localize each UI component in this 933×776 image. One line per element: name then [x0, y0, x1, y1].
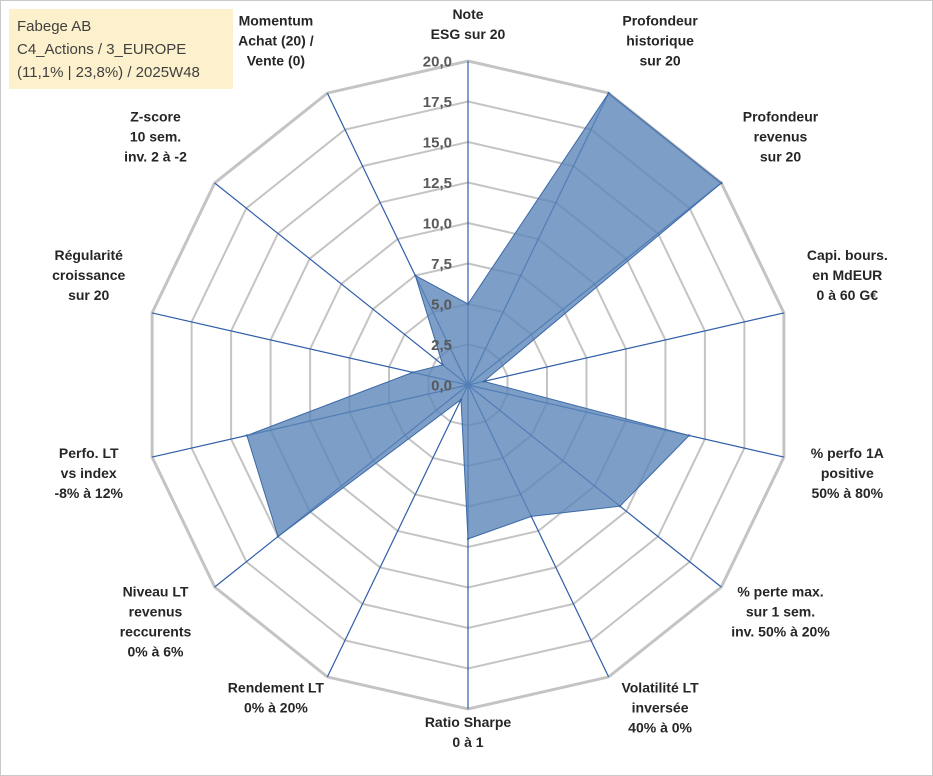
tick-label: 15,0: [423, 135, 452, 152]
data-point: [411, 371, 414, 374]
axis-label: Profondeur historique sur 20: [622, 12, 698, 68]
radar-series: [245, 91, 723, 541]
data-point: [414, 274, 417, 277]
data-point: [459, 398, 463, 401]
data-point: [720, 181, 723, 185]
axis-label: Note ESG sur 20: [431, 6, 506, 42]
tick-label: 17,5: [423, 94, 452, 111]
info-box: Fabege AB C4_Actions / 3_EUROPE (11,1% |…: [9, 9, 233, 89]
axis-label: Niveau LT revenus reccurents 0% à 6%: [120, 584, 192, 660]
data-point: [245, 434, 249, 437]
axis-label: Momentum Achat (20) / Vente (0): [238, 12, 314, 68]
tick-label: 5,0: [431, 297, 452, 314]
series-area: [246, 92, 723, 540]
data-point: [482, 380, 485, 383]
axis-label: % perte max. sur 1 sem. inv. 50% à 20%: [731, 584, 830, 640]
radar-spoke: [326, 384, 469, 678]
data-point: [607, 91, 610, 95]
axis-label: % perfo 1A positive 50% à 80%: [811, 445, 884, 501]
radar-spoke: [467, 312, 785, 386]
axis-label: Rendement LT 0% à 20%: [228, 680, 325, 716]
axis-labels: Note ESG sur 20 Profondeur historique sur 20…: [52, 6, 888, 750]
tick-label: 2,5: [431, 337, 452, 354]
tick-label: 20,0: [423, 54, 452, 71]
axis-label: Volatilité LT inversée 40% à 0%: [621, 680, 699, 736]
data-point: [466, 537, 470, 541]
tick-label: 0,0: [431, 378, 452, 395]
data-point: [687, 434, 691, 437]
data-point: [618, 505, 622, 508]
radar-spoke: [214, 182, 469, 386]
axis-label: Capi. bours. en MdEUR 0 à 60 G€: [807, 247, 888, 303]
radial-tick-labels: 0,0 2,5 5,0 7,5 10,0 12,5 15,0 17,5 20,0: [423, 54, 452, 395]
axis-label: Ratio Sharpe 0 à 1: [425, 714, 512, 750]
data-point: [441, 363, 444, 366]
axis-label: Z-score 10 sem. inv. 2 à -2: [124, 108, 187, 164]
axis-label: Profondeur revenus sur 20: [743, 108, 819, 164]
data-point: [276, 535, 280, 538]
tick-label: 10,0: [423, 216, 452, 233]
data-point: [466, 302, 470, 306]
axis-label: Régularité croissance sur 20: [52, 247, 125, 303]
data-point: [530, 515, 533, 518]
category-label: C4_Actions / 3_EUROPE: [17, 41, 187, 58]
tick-label: 7,5: [431, 256, 452, 273]
tick-label: 12,5: [423, 175, 452, 192]
stats-label: (11,1% | 23,8%) / 2025W48: [17, 64, 200, 81]
axis-label: Perfo. LT vs index -8% à 12%: [54, 445, 123, 501]
company-name: Fabege AB: [17, 18, 92, 35]
